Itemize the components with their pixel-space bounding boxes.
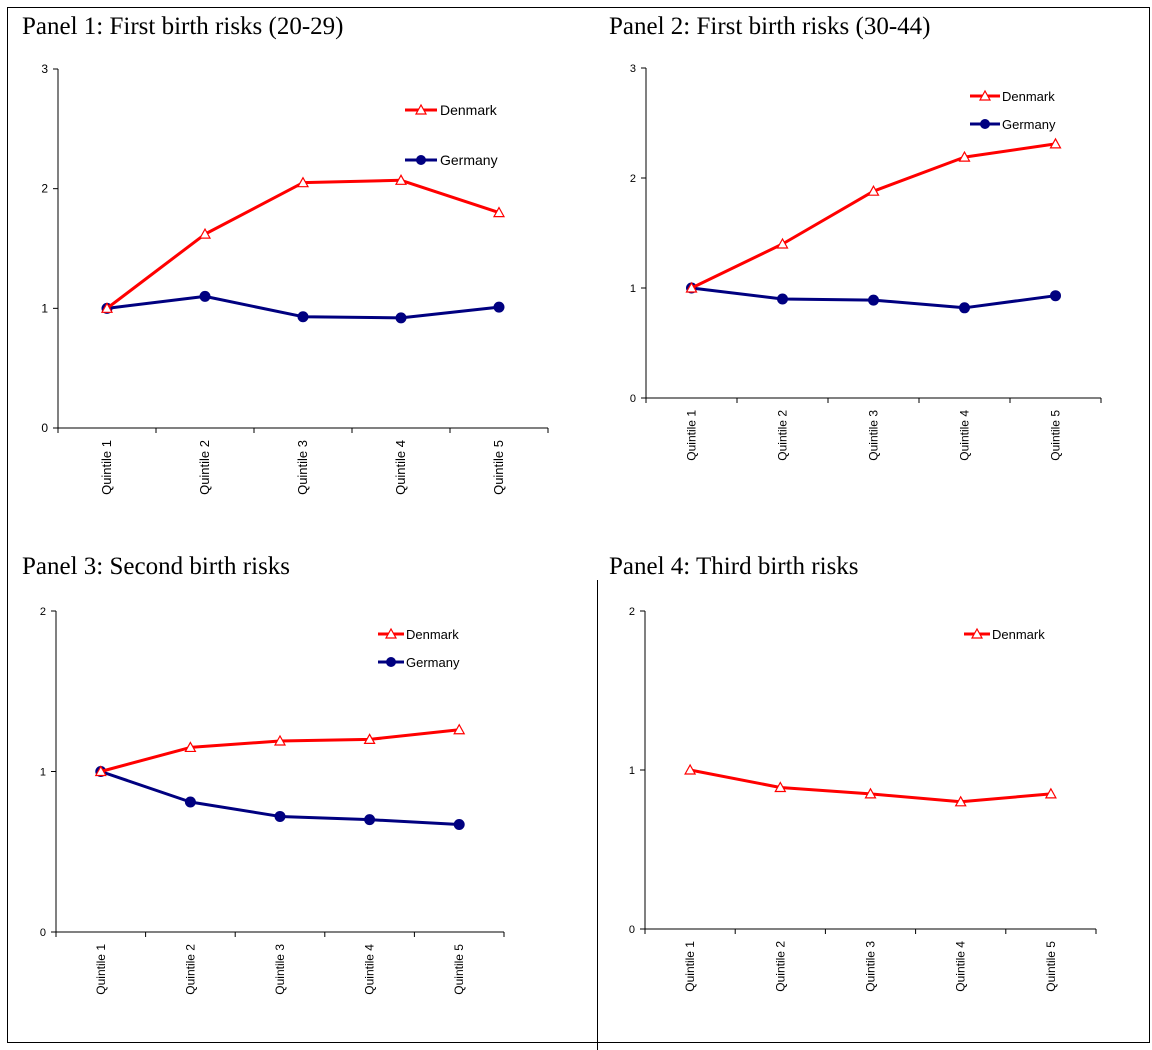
data-point-denmark [685,281,698,293]
panel-4-plot: 0 1 2 Quintile 1 Quintile 2 Quintile 3 Quintil… [629,606,1097,992]
legend-marker [384,627,398,639]
legend-entry-denmark: Denmark [405,102,498,118]
legend-label: Germany [406,655,460,670]
data-point-germany [777,293,788,305]
legend-marker [970,627,984,639]
data-point-denmark [867,184,880,196]
y-tick-label: 1 [41,301,48,315]
data-point-germany [868,294,879,306]
x-category-label: Quintile 4 [393,440,408,495]
x-category-label: Quintile 5 [1049,410,1063,461]
x-category-label: Quintile 1 [683,941,697,992]
data-point-germany [959,302,970,314]
data-point-denmark [958,150,971,162]
legend-marker [978,89,992,101]
legend-entry-denmark: Denmark [964,627,1045,642]
data-point-germany [1050,290,1061,302]
data-point-denmark [184,741,197,753]
y-tick-label: 0 [630,393,636,405]
x-category-label: Quintile 2 [773,941,787,992]
legend-marker [416,155,426,165]
data-point-germany [274,810,286,822]
data-point-denmark [684,763,697,775]
data-point-denmark [94,765,107,777]
legend-marker [980,119,990,129]
panel-4-title: Panel 4: Third birth risks [609,553,859,580]
data-point-denmark [363,733,376,745]
data-point-germany [493,301,505,313]
data-point-germany [453,818,465,830]
x-category-label: Quintile 1 [94,944,108,995]
legend-label: Germany [1002,117,1056,132]
panel-3-plot: 0 1 2 Quintile 1 Quintile 2 Quintile 3 Quintil… [40,606,505,995]
y-tick-label: 2 [630,173,636,185]
data-point-denmark [198,227,212,239]
y-tick-label: 3 [41,62,48,76]
x-category-label: Quintile 3 [295,440,310,495]
data-point-germany [364,814,376,826]
data-point-denmark [296,176,310,188]
data-point-denmark [1049,137,1062,149]
x-category-label: Quintile 2 [183,944,197,995]
legend-entry-germany: Germany [405,152,498,168]
y-tick-label: 0 [40,927,46,939]
legend-label: Germany [440,152,498,168]
x-category-label: Quintile 5 [491,440,506,495]
panel-1-plot: 0 1 2 3 Quintile 1 Quintile 2 Quintile 3 Quinti… [41,62,549,495]
data-point-denmark [273,734,287,746]
panel-3-title: Panel 3: Second birth risks [22,553,291,580]
x-category-label: Quintile 5 [1044,941,1058,992]
y-tick-label: 1 [630,283,636,295]
data-point-germany [297,311,309,323]
x-category-label: Quintile 1 [99,440,114,495]
data-point-germany [184,796,196,808]
y-tick-label: 1 [629,765,635,777]
x-category-label: Quintile 4 [954,941,968,992]
panel-divider-vertical [597,580,598,1050]
legend-entry-denmark: Denmark [378,627,459,642]
panel-2-title: Panel 2: First birth risks (30-44) [609,13,931,40]
data-point-germany [395,312,407,324]
y-tick-label: 2 [40,606,46,618]
legend-marker [414,103,428,115]
series-line-denmark [106,178,500,310]
data-point-denmark [954,795,967,807]
x-category-label: Quintile 3 [864,941,878,992]
legend-entry-germany: Germany [378,655,460,670]
x-category-label: Quintile 3 [867,410,881,461]
y-tick-label: 2 [41,182,48,196]
data-point-denmark [453,723,466,735]
legend-label: Denmark [992,627,1045,642]
x-category-label: Quintile 2 [197,440,212,495]
data-point-denmark [100,302,114,313]
data-point-denmark [776,237,789,249]
x-category-label: Quintile 5 [452,944,466,995]
legend-entry-denmark: Denmark [970,89,1055,104]
panel-1-title: Panel 1: First birth risks (20-29) [22,13,344,40]
data-point-denmark [774,781,787,793]
data-point-denmark [864,787,877,799]
x-category-label: Quintile 2 [776,410,790,461]
legend-label: Denmark [1002,89,1055,104]
data-point-germany [199,290,211,302]
data-point-denmark [492,206,506,218]
series-line-denmark [690,142,1056,290]
data-point-denmark [1044,787,1057,799]
y-tick-label: 0 [41,421,48,435]
legend-entry-germany: Germany [970,117,1056,132]
legend-label: Denmark [406,627,459,642]
x-category-label: Quintile 3 [273,944,287,995]
legend-label: Denmark [440,102,498,118]
data-point-denmark [394,174,408,185]
legend-marker [386,657,396,667]
y-tick-label: 0 [629,924,635,936]
y-tick-label: 3 [630,63,636,75]
x-category-label: Quintile 4 [363,944,377,995]
y-tick-label: 2 [629,606,635,618]
x-category-label: Quintile 1 [685,410,699,461]
x-category-label: Quintile 4 [958,410,972,461]
y-tick-label: 1 [40,767,46,779]
panel-2-plot: 0 1 2 3 Quintile 1 Quintile 2 Quintile 3 Quinti… [630,63,1102,461]
